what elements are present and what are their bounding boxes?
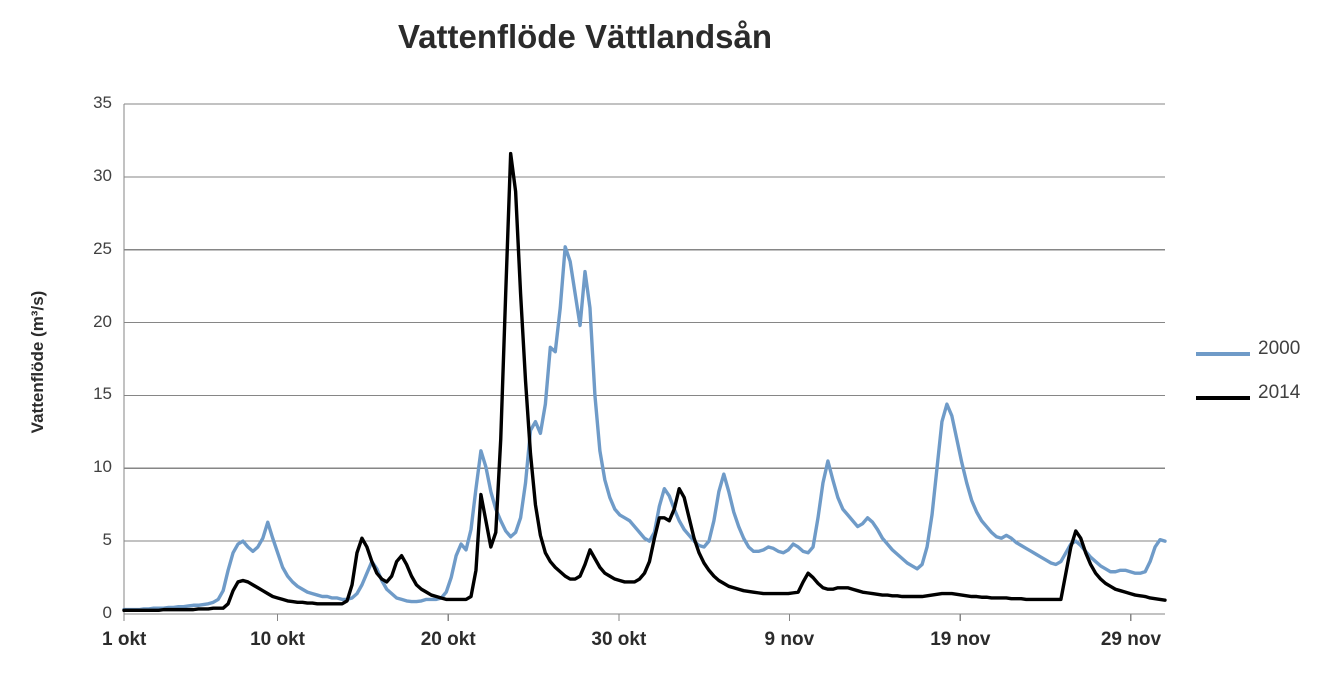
x-axis-tick-label: 29 nov (1100, 629, 1162, 650)
legend-label: 2014 (1258, 382, 1301, 403)
x-axis-tick-label: 20 okt (420, 629, 476, 650)
y-axis-tick-label: 5 (102, 530, 112, 550)
y-axis-tick-label: 30 (93, 165, 112, 185)
x-axis-tick-label: 9 nov (764, 629, 815, 650)
legend-item: 2014 (1196, 378, 1326, 422)
chart-legend: 2000 2014 (1196, 334, 1326, 422)
x-axis-tick-label: 1 okt (102, 629, 147, 650)
y-axis-tick-label: 35 (93, 93, 112, 112)
y-axis-tick-label: 10 (93, 457, 112, 477)
x-axis-tick-label: 19 nov (930, 629, 991, 650)
y-axis-tick-label: 25 (93, 238, 112, 258)
legend-swatch (1196, 396, 1250, 400)
legend-item: 2000 (1196, 334, 1326, 378)
x-axis-tick-label: 10 okt (250, 629, 305, 650)
series-line-2000 (122, 245, 1167, 612)
legend-swatch (1196, 352, 1250, 356)
chart-title: Vattenflöde Vättlandsån (397, 18, 773, 55)
legend-label: 2000 (1258, 338, 1301, 359)
y-axis-tick-label: 20 (93, 311, 112, 331)
y-axis-tick-label: 0 (102, 603, 112, 622)
x-axis-tick-label: 30 okt (591, 629, 647, 650)
y-axis-tick-label: 15 (93, 384, 112, 404)
series-line-2014 (122, 151, 1167, 613)
